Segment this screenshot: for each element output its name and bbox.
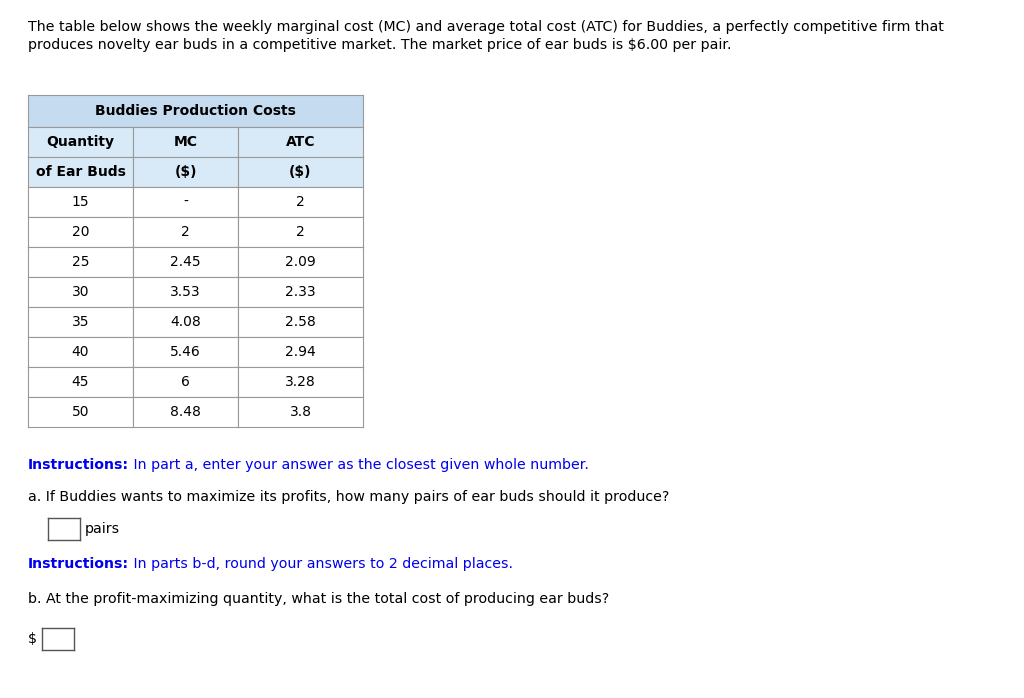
Text: 15: 15: [72, 195, 89, 209]
Text: 4.08: 4.08: [170, 315, 201, 329]
Text: 3.53: 3.53: [170, 285, 201, 299]
Text: Instructions:: Instructions:: [28, 557, 129, 571]
Text: 3.28: 3.28: [285, 375, 315, 389]
Text: The table below shows the weekly marginal cost (MC) and average total cost (ATC): The table below shows the weekly margina…: [28, 20, 944, 34]
Text: MC: MC: [173, 135, 198, 149]
Text: 45: 45: [72, 375, 89, 389]
Text: 2.58: 2.58: [285, 315, 315, 329]
Text: pairs: pairs: [85, 522, 120, 536]
Text: 40: 40: [72, 345, 89, 359]
Text: 5.46: 5.46: [170, 345, 201, 359]
Text: Buddies Production Costs: Buddies Production Costs: [95, 104, 296, 118]
Text: 2: 2: [296, 195, 305, 209]
Text: 2: 2: [296, 225, 305, 239]
Text: -: -: [183, 195, 188, 209]
Text: In part a, enter your answer as the closest given whole number.: In part a, enter your answer as the clos…: [129, 458, 589, 472]
Text: 2.33: 2.33: [286, 285, 315, 299]
Text: $: $: [28, 632, 37, 646]
Text: ($): ($): [289, 165, 311, 179]
Text: 2.45: 2.45: [170, 255, 201, 269]
Text: 20: 20: [72, 225, 89, 239]
Text: 3.8: 3.8: [290, 405, 311, 419]
Text: 25: 25: [72, 255, 89, 269]
Text: 6: 6: [181, 375, 189, 389]
Text: 35: 35: [72, 315, 89, 329]
Text: 30: 30: [72, 285, 89, 299]
Text: In parts b-d, round your answers to 2 decimal places.: In parts b-d, round your answers to 2 de…: [129, 557, 513, 571]
Text: of Ear Buds: of Ear Buds: [36, 165, 125, 179]
Text: ATC: ATC: [286, 135, 315, 149]
Text: 8.48: 8.48: [170, 405, 201, 419]
Text: b. At the profit-maximizing quantity, what is the total cost of producing ear bu: b. At the profit-maximizing quantity, wh…: [28, 592, 609, 606]
Text: ($): ($): [174, 165, 197, 179]
Text: Quantity: Quantity: [46, 135, 115, 149]
Text: produces novelty ear buds in a competitive market. The market price of ear buds : produces novelty ear buds in a competiti…: [28, 38, 731, 52]
Text: 50: 50: [72, 405, 89, 419]
Text: a. If Buddies wants to maximize its profits, how many pairs of ear buds should i: a. If Buddies wants to maximize its prof…: [28, 490, 670, 504]
Text: 2.94: 2.94: [285, 345, 315, 359]
Text: 2: 2: [181, 225, 189, 239]
Text: Instructions:: Instructions:: [28, 458, 129, 472]
Text: 2.09: 2.09: [285, 255, 315, 269]
